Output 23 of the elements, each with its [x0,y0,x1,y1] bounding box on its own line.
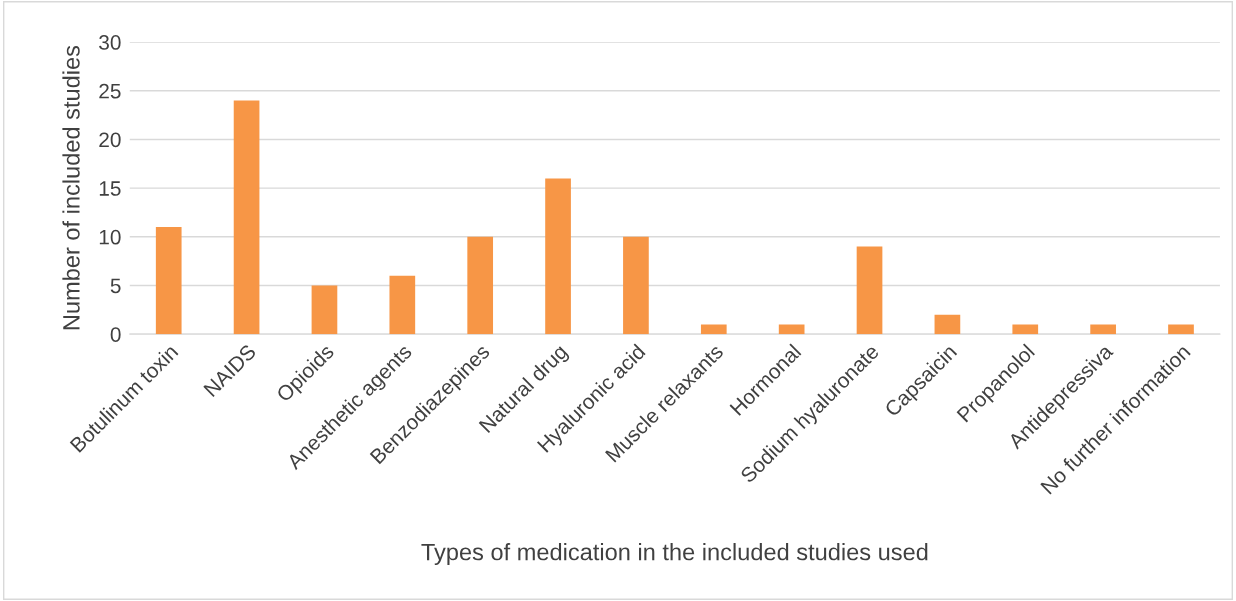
y-tick-label: 15 [99,181,121,196]
bar [311,285,338,335]
bar [623,236,649,335]
bar [700,324,727,335]
bar [934,314,961,335]
bar [389,275,416,335]
y-axis-title: Number of included studies [62,45,80,330]
bar [1168,324,1194,335]
y-tick-label: 30 [99,35,121,50]
y-tick-label: 0 [110,327,121,342]
bar [1090,324,1116,335]
bar [233,100,260,335]
y-tick-label: 5 [110,278,121,294]
y-tick-label: 20 [99,132,121,148]
bar [545,178,571,335]
x-axis-title: Types of medication in the included studies used [421,543,928,566]
bar [467,236,494,335]
bar [155,227,182,335]
bar [856,246,883,335]
bar [778,324,805,335]
bar [1012,324,1039,335]
y-tick-label: 25 [99,83,121,99]
y-tick-label: 10 [99,229,121,245]
